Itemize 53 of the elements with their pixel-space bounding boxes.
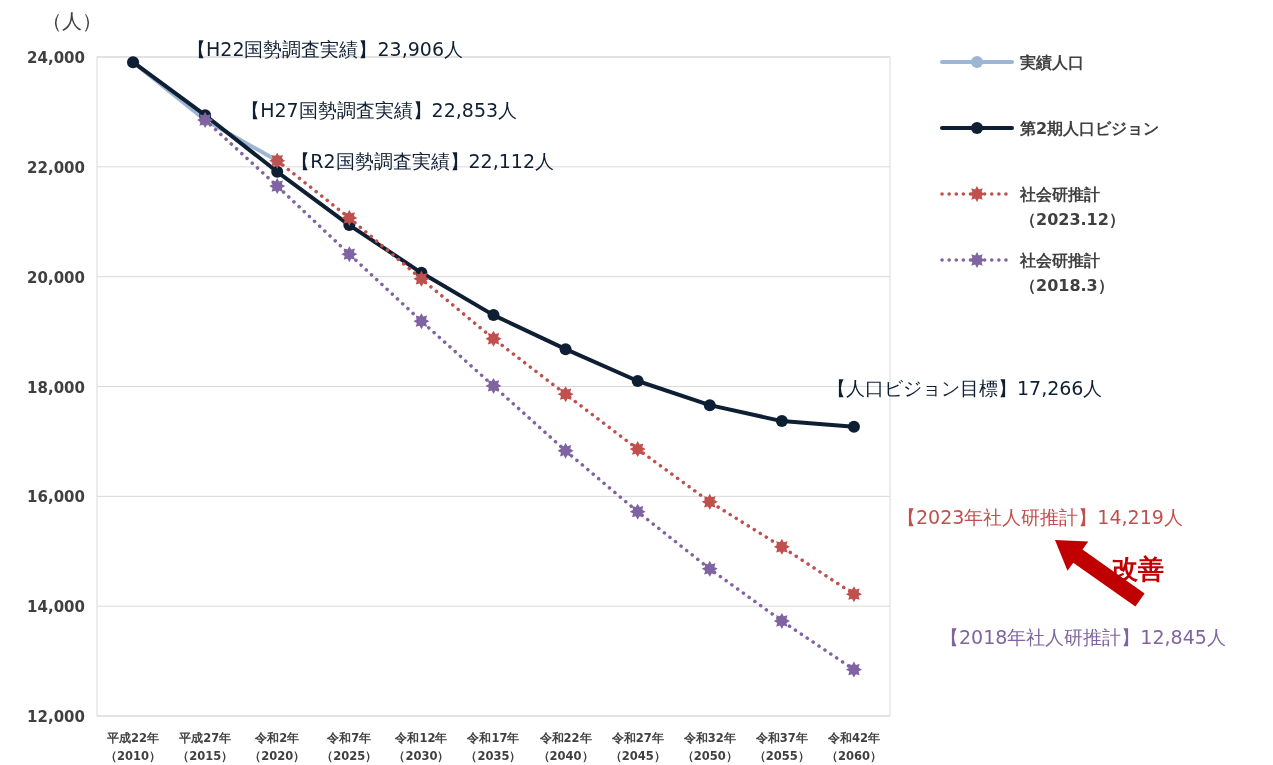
point <box>559 343 572 356</box>
point <box>341 246 358 263</box>
point <box>701 560 718 577</box>
y-tick-label: 20,000 <box>27 268 85 287</box>
text: 【2018年社人研推計】12,845人 <box>940 626 1226 648</box>
legend-label: 第2期人口ビジョン <box>1019 119 1160 138</box>
point <box>269 178 286 195</box>
x-tick-label: 平成22年（2010） <box>105 731 162 763</box>
point <box>773 612 790 629</box>
point <box>629 441 646 458</box>
annotation: 【R2国勢調査実績】22,112人 <box>291 149 555 172</box>
annotation: 【H22国勢調査実績】23,906人 <box>187 38 463 61</box>
point <box>557 386 574 403</box>
point <box>485 377 502 394</box>
x-tick-label: 令和27年（2045） <box>609 731 666 763</box>
legend-label: 社会研推計（2018.3） <box>1019 251 1114 295</box>
point <box>775 415 788 428</box>
point <box>341 209 358 226</box>
point <box>701 493 718 510</box>
point <box>629 503 646 520</box>
y-tick-label: 24,000 <box>27 49 85 67</box>
x-tick-label: 令和42年（2060） <box>825 731 882 763</box>
annotation: 【人口ビジョン目標】17,266人 <box>826 376 1103 399</box>
x-tick-label: 令和22年（2040） <box>537 731 594 763</box>
y-tick-label: 22,000 <box>27 158 85 177</box>
point <box>845 586 862 603</box>
point <box>487 309 500 322</box>
point <box>413 313 430 330</box>
point <box>845 661 862 678</box>
x-tick-label: 令和17年（2035） <box>465 731 522 763</box>
x-tick-label: 平成27年（2015） <box>177 731 234 763</box>
point <box>631 375 644 388</box>
annotation: 【H27国勢調査実績】22,853人 <box>241 98 518 121</box>
y-axis-title: （人） <box>42 9 102 33</box>
point <box>847 420 860 433</box>
text: 【2023年社人研推計】14,219人 <box>897 506 1183 528</box>
x-tick-label: 令和2年（2020） <box>249 731 306 763</box>
point <box>485 330 502 347</box>
y-tick-label: 18,000 <box>27 378 85 397</box>
y-tick-label: 14,000 <box>27 598 85 617</box>
x-tick-label: 令和12年（2030） <box>393 731 450 763</box>
point <box>557 442 574 459</box>
y-tick-label: 16,000 <box>27 488 85 507</box>
x-tick-label: 令和32年（2050） <box>681 731 738 763</box>
x-tick-label: 令和7年（2025） <box>321 731 378 763</box>
point <box>773 538 790 555</box>
y-tick-label: 12,000 <box>27 708 85 726</box>
point <box>271 165 284 178</box>
point <box>703 399 716 412</box>
legend-label: 実績人口 <box>1019 53 1084 72</box>
x-tick-label: 令和37年（2055） <box>753 731 810 763</box>
point <box>413 270 430 287</box>
legend-label: 社会研推計（2023.12） <box>1019 185 1125 229</box>
